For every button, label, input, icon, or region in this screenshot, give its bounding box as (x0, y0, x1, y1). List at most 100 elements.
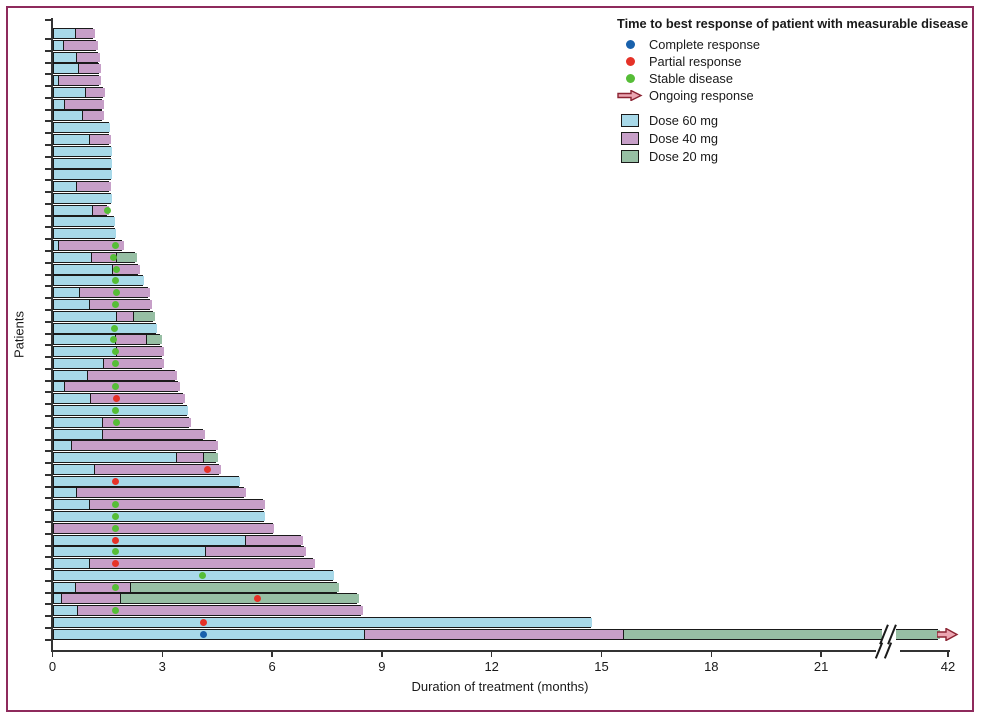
dose-segment-40mg (64, 100, 105, 109)
dose-segment-60mg (53, 64, 78, 73)
y-axis-tick (44, 109, 52, 111)
dose-segment-60mg (53, 371, 87, 380)
y-axis-tick (44, 38, 52, 40)
y-axis-tick (44, 285, 52, 287)
response-dot-stable (112, 607, 120, 614)
dose-segment-60mg (53, 217, 115, 226)
patient-bar (53, 240, 125, 251)
x-axis-tick (51, 650, 54, 657)
dose-segment-40mg (90, 394, 185, 403)
dose-40-swatch-icon (621, 131, 639, 145)
dose-60-swatch-icon (621, 113, 639, 127)
patient-bar (53, 511, 266, 522)
patient-bar (53, 169, 112, 180)
patient-bar (53, 487, 246, 498)
dose-segment-40mg (75, 583, 132, 592)
legend-item-label: Dose 40 mg (649, 130, 718, 146)
y-axis-title: Patients (11, 311, 27, 358)
response-dot-stable (111, 513, 119, 520)
y-axis-tick (44, 403, 52, 405)
y-axis-tick (44, 168, 52, 170)
legend-item-dose-40: Dose 40 mg (617, 129, 972, 147)
dose-segment-40mg (85, 88, 105, 97)
dose-segment-60mg (53, 406, 189, 415)
dose-segment-40mg (88, 300, 152, 309)
patient-bar (53, 63, 101, 74)
legend: Time to best response of patient with me… (617, 16, 972, 165)
dose-segment-60mg (53, 606, 77, 615)
ongoing-arrow-icon (617, 90, 643, 101)
dose-segment-60mg (53, 571, 334, 580)
dose-segment-60mg (53, 382, 64, 391)
y-axis-tick (44, 85, 52, 87)
dose-60-swatch-icon (617, 113, 643, 127)
y-axis-tick (44, 309, 52, 311)
dose-segment-40mg (363, 630, 624, 639)
response-dot-stable (199, 572, 207, 579)
x-axis-tick (947, 650, 949, 657)
y-axis-tick (44, 203, 52, 205)
y-axis-tick (44, 62, 52, 64)
patient-bar (53, 476, 241, 487)
dose-segment-20mg (202, 453, 218, 462)
patient-bar (53, 558, 316, 569)
response-dot-partial (112, 478, 120, 485)
dose-segment-40mg (89, 135, 111, 144)
dose-segment-60mg (53, 288, 79, 297)
stable-disease-dot-icon (625, 74, 635, 83)
dose-20-swatch-icon (617, 149, 643, 163)
response-dot-partial (112, 537, 120, 544)
dose-segment-40mg (90, 253, 118, 262)
legend-item-label: Complete response (649, 37, 760, 52)
x-axis-tick (490, 650, 493, 657)
y-axis-tick (44, 226, 52, 228)
y-axis-tick (44, 50, 52, 52)
y-axis-tick (44, 297, 52, 299)
y-axis-tick (44, 391, 52, 393)
dose-segment-60mg (53, 76, 59, 85)
dose-segment-40mg (62, 41, 99, 50)
y-axis-tick (44, 639, 52, 641)
x-axis-tick-label: 21 (813, 659, 829, 674)
dose-segment-40mg (53, 524, 275, 533)
dose-segment-60mg (53, 630, 364, 639)
dose-segment-60mg (53, 147, 112, 156)
x-axis-tick-label: 15 (594, 659, 609, 674)
dose-segment-40mg (89, 559, 316, 568)
y-axis-line (51, 18, 53, 650)
response-dot-stable (112, 301, 120, 308)
dose-segment-40mg (111, 265, 140, 274)
legend-item-dose-60: Dose 60 mg (617, 111, 972, 129)
y-axis-tick (44, 474, 52, 476)
patient-bar (53, 75, 101, 86)
y-axis-tick (44, 450, 52, 452)
dose-segment-60mg (53, 347, 117, 356)
y-axis-tick (44, 344, 52, 346)
patient-bar (53, 523, 275, 534)
x-axis-tick-label: 6 (268, 659, 276, 674)
response-dot-stable (113, 419, 121, 426)
dose-segment-60mg (53, 29, 76, 38)
patient-bar (53, 110, 105, 121)
dose-40-swatch-icon (617, 131, 643, 145)
patient-bar (53, 358, 164, 369)
y-axis-tick (44, 19, 52, 21)
figure-frame (6, 6, 974, 712)
dose-segment-60mg (53, 123, 111, 132)
stable-disease-dot-icon (617, 74, 643, 83)
dose-segment-60mg (53, 111, 83, 120)
y-axis-tick (44, 97, 52, 99)
dose-segment-40mg (75, 488, 246, 497)
y-axis-tick (44, 486, 52, 488)
patient-bar (53, 417, 192, 428)
response-dot-stable (113, 266, 121, 273)
y-axis-tick (44, 521, 52, 523)
x-axis-tick (271, 650, 273, 657)
y-axis-tick (44, 321, 52, 323)
patient-bar (53, 323, 157, 334)
response-dot-stable (111, 548, 119, 555)
y-axis-tick (44, 156, 52, 158)
dose-segment-60mg (53, 241, 59, 250)
x-axis-tick (161, 650, 164, 657)
